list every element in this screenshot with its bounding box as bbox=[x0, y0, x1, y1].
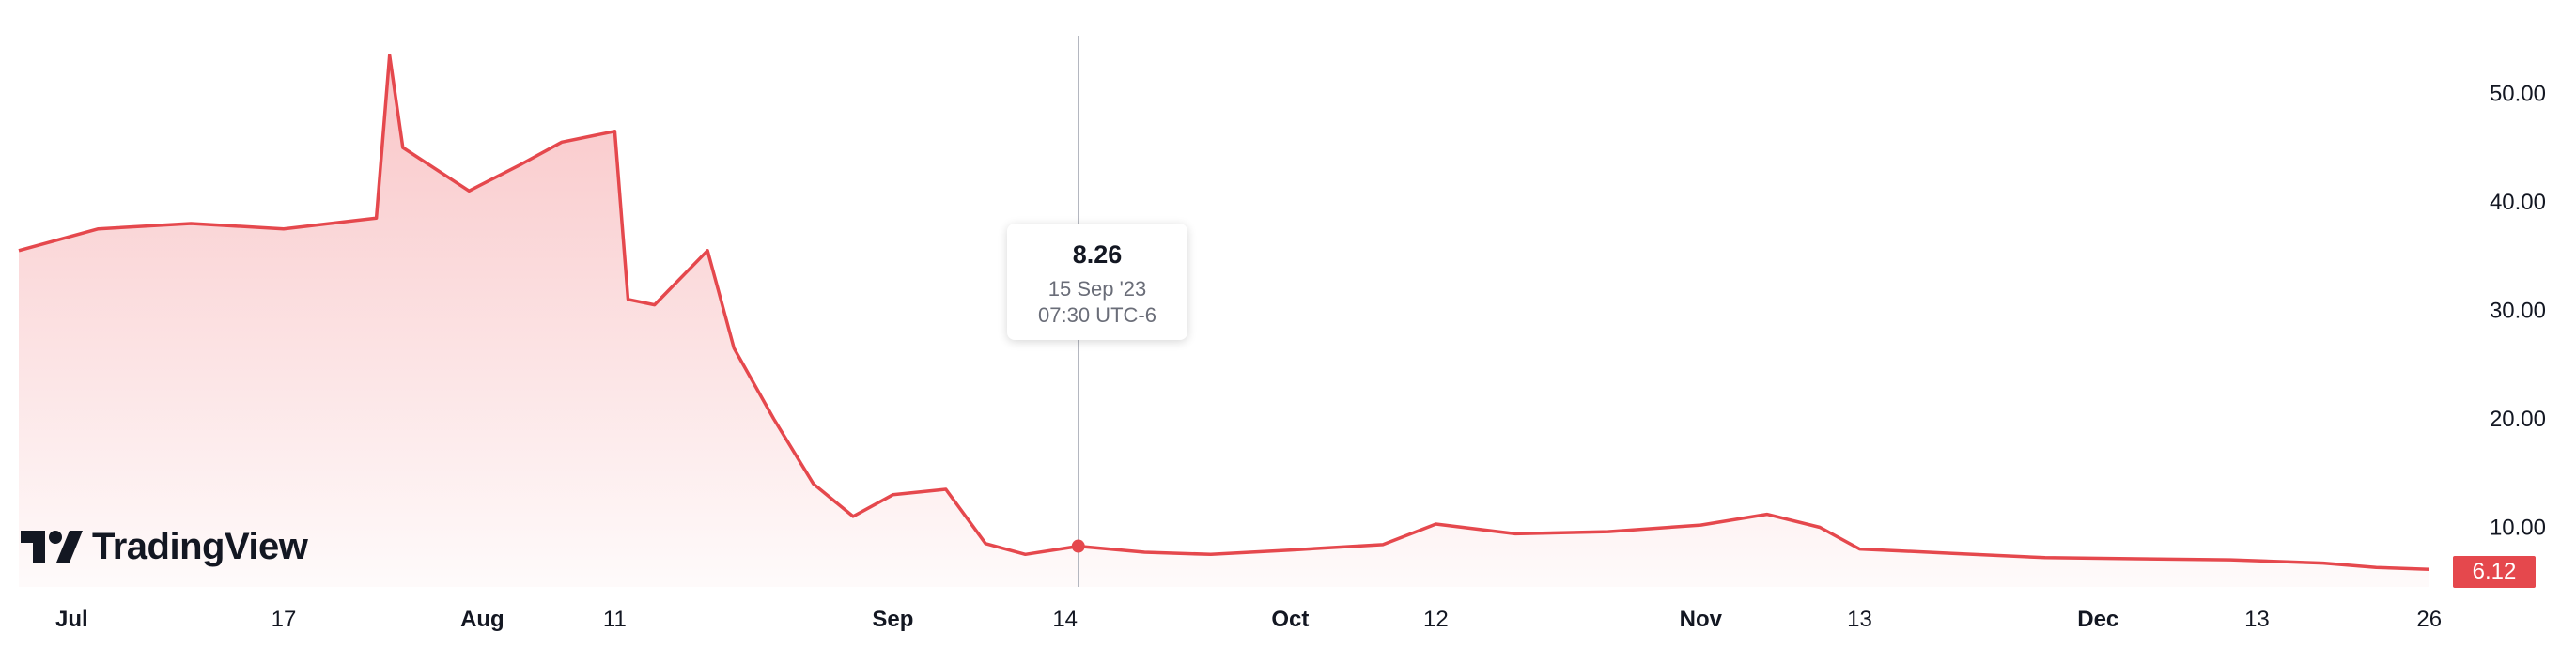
data-point bbox=[185, 218, 196, 229]
last-price-badge: 6.12 bbox=[2453, 556, 2536, 588]
series-area-fill bbox=[19, 54, 2429, 587]
data-point bbox=[768, 413, 780, 424]
data-point bbox=[940, 484, 952, 495]
data-point bbox=[980, 538, 991, 549]
data-point bbox=[1761, 509, 1773, 520]
data-point bbox=[1139, 547, 1150, 558]
crosshair-tooltip: 8.26 15 Sep '23 07:30 UTC-6 bbox=[1007, 224, 1187, 340]
data-point bbox=[397, 142, 409, 153]
tooltip-time: 07:30 UTC-6 bbox=[1038, 303, 1156, 327]
x-tick-label: Sep bbox=[872, 607, 913, 632]
x-tick-label: Nov bbox=[1680, 607, 1723, 632]
data-point bbox=[1430, 518, 1441, 530]
x-tick-label: 26 bbox=[2416, 607, 2442, 632]
data-point bbox=[1284, 545, 1296, 556]
data-point bbox=[463, 185, 474, 196]
data-point bbox=[728, 343, 739, 354]
y-axis: 10.00 20.00 30.00 40.00 50.00 bbox=[2490, 81, 2546, 540]
data-point bbox=[93, 224, 104, 235]
x-tick-label: 14 bbox=[1052, 607, 1078, 632]
data-point bbox=[1814, 521, 1825, 532]
data-point bbox=[609, 126, 620, 137]
y-tick-label: 30.00 bbox=[2490, 298, 2546, 323]
x-tick-label: 17 bbox=[272, 607, 297, 632]
tooltip-date: 15 Sep '23 bbox=[1047, 277, 1147, 301]
y-tick-label: 50.00 bbox=[2490, 81, 2546, 106]
data-point bbox=[1947, 548, 1958, 559]
x-tick-label: Aug bbox=[460, 607, 504, 632]
x-tick-label: Oct bbox=[1271, 607, 1309, 632]
data-point bbox=[2370, 562, 2382, 573]
data-point bbox=[1695, 519, 1706, 531]
logo-text: TradingView bbox=[92, 525, 308, 567]
x-tick-label: Dec bbox=[2077, 607, 2118, 632]
data-point bbox=[887, 489, 898, 501]
x-tick-label: 12 bbox=[1423, 607, 1449, 632]
data-point bbox=[2133, 553, 2144, 564]
data-point bbox=[384, 50, 396, 61]
data-point bbox=[2424, 563, 2435, 575]
data-point bbox=[702, 245, 713, 256]
x-tick-label: 13 bbox=[2244, 607, 2270, 632]
data-point bbox=[847, 511, 859, 522]
y-tick-label: 40.00 bbox=[2490, 190, 2546, 215]
data-point bbox=[1603, 526, 1614, 537]
data-point bbox=[1205, 548, 1217, 560]
data-point bbox=[2040, 552, 2051, 563]
y-tick-label: 20.00 bbox=[2490, 407, 2546, 432]
tradingview-logo[interactable]: TradingView bbox=[21, 524, 308, 569]
tooltip-value: 8.26 bbox=[1072, 240, 1123, 269]
data-point bbox=[1510, 528, 1521, 539]
data-point bbox=[517, 158, 528, 169]
data-point bbox=[808, 478, 819, 489]
data-point bbox=[2225, 554, 2236, 565]
x-tick-label: Jul bbox=[55, 607, 88, 632]
x-axis: Jul 17 Aug 11 Sep 14 Oct 12 Nov 13 Dec 13 26 bbox=[55, 607, 2442, 632]
data-point bbox=[1019, 548, 1031, 560]
x-tick-label: 13 bbox=[1847, 607, 1872, 632]
data-point bbox=[278, 224, 289, 235]
series-line bbox=[18, 54, 2429, 572]
tradingview-logo-icon bbox=[21, 531, 83, 563]
data-point bbox=[1854, 544, 1866, 555]
y-tick-label: 10.00 bbox=[2490, 515, 2546, 540]
data-point bbox=[556, 136, 567, 147]
data-point bbox=[2318, 558, 2329, 569]
data-point bbox=[1377, 539, 1389, 550]
x-tick-label: 11 bbox=[603, 607, 627, 632]
data-point bbox=[13, 245, 24, 256]
data-point bbox=[622, 294, 633, 305]
data-point bbox=[371, 212, 382, 224]
crosshair-point bbox=[1071, 539, 1085, 553]
data-point bbox=[649, 300, 660, 311]
